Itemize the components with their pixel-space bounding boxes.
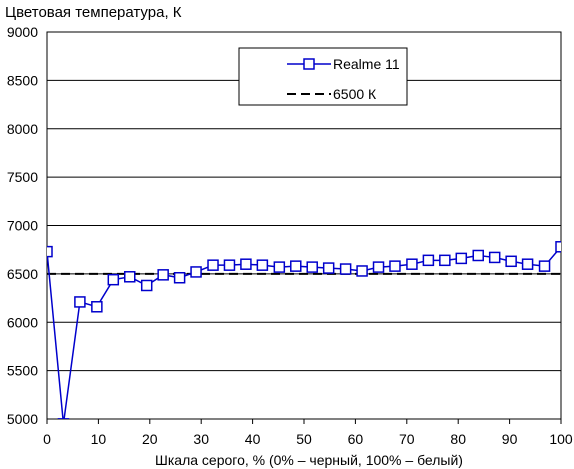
- data-point-realme: [472, 249, 484, 262]
- data-point-realme: [256, 259, 269, 271]
- x-tick-label: 60: [348, 431, 364, 447]
- data-point-realme: [91, 301, 103, 313]
- legend-marker-realme: [303, 58, 315, 70]
- data-point-realme: [356, 265, 368, 277]
- data-point-realme: [74, 296, 86, 308]
- chart-title: Цветовая температура, К: [5, 4, 182, 21]
- x-tick-label: 20: [142, 431, 158, 447]
- x-tick-label: 40: [245, 431, 261, 447]
- x-tick-label: 80: [450, 431, 466, 447]
- data-point-realme: [190, 266, 202, 278]
- y-tick-label: 8500: [7, 72, 38, 88]
- legend: Realme 11 6500 К: [238, 47, 408, 106]
- x-tick-label: 70: [399, 431, 415, 447]
- y-tick-label: 9000: [7, 24, 38, 40]
- data-point-realme: [322, 262, 335, 274]
- data-point-realme: [505, 255, 517, 268]
- data-point-realme: [555, 241, 561, 253]
- data-point-realme: [306, 261, 318, 273]
- axes: 5000 5500 6000 6500 7000 7500 8000 8500 9000 0 10 2…: [7, 24, 573, 447]
- series-layer: [47, 241, 561, 419]
- data-point-realme: [207, 259, 219, 271]
- y-tick-label: 5500: [7, 363, 38, 379]
- y-tick-label: 6500: [7, 266, 38, 282]
- x-tick-label: 100: [549, 431, 573, 447]
- legend-label-6500k: 6500 К: [333, 86, 377, 102]
- x-tick-label: 10: [91, 431, 107, 447]
- data-point-realme: [339, 263, 352, 275]
- x-tick-label: 50: [296, 431, 312, 447]
- legend-box: [238, 47, 408, 106]
- x-tick-label: 30: [193, 431, 209, 447]
- data-point-realme: [488, 251, 501, 264]
- data-point-realme: [157, 269, 169, 281]
- y-tick-label: 7000: [7, 218, 38, 234]
- data-point-realme: [223, 259, 236, 271]
- data-point-realme: [389, 260, 401, 272]
- y-tick-label: 6000: [7, 314, 38, 330]
- data-point-realme: [422, 254, 435, 267]
- data-point-realme: [57, 418, 70, 419]
- x-tick-label: 90: [502, 431, 518, 447]
- data-point-realme: [372, 261, 385, 273]
- data-point-realme: [406, 258, 418, 270]
- x-axis-label: Шкала серого, % (0% – черный, 100% – бел…: [155, 452, 463, 468]
- legend-label-realme: Realme 11: [333, 56, 400, 72]
- data-point-realme: [173, 271, 186, 284]
- x-tick-label: 0: [43, 431, 51, 447]
- data-point-realme: [240, 258, 252, 270]
- y-tick-label: 5000: [7, 411, 38, 427]
- y-tick-label: 8000: [7, 121, 38, 137]
- data-point-realme: [273, 261, 286, 273]
- data-point-realme: [140, 279, 153, 292]
- data-point-realme: [107, 273, 120, 286]
- y-tick-label: 7500: [7, 169, 38, 185]
- data-point-realme: [521, 258, 534, 270]
- data-point-realme: [47, 245, 53, 258]
- data-point-realme: [455, 252, 468, 265]
- data-point-realme: [538, 260, 551, 272]
- data-point-realme: [290, 260, 302, 272]
- data-point-realme: [124, 271, 136, 283]
- data-point-realme: [439, 254, 451, 267]
